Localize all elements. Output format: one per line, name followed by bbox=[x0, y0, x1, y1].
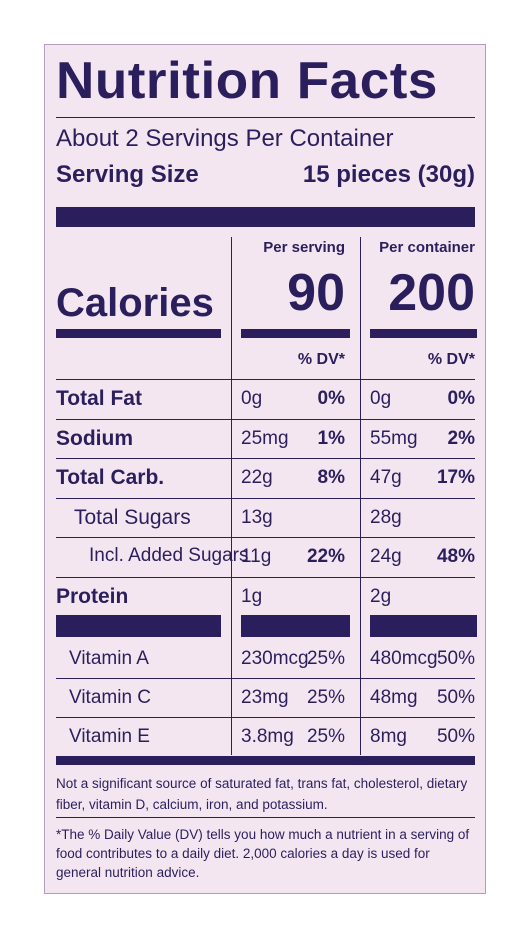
vitamin-label: Vitamin C bbox=[69, 687, 152, 708]
container-amount: 24g bbox=[370, 546, 402, 567]
container-dv: 0% bbox=[447, 388, 475, 409]
footnote-daily-value: *The % Daily Value (DV) tells you how mu… bbox=[56, 827, 470, 880]
container-amount: 28g bbox=[370, 506, 402, 528]
row-divider bbox=[56, 576, 475, 578]
nutrition-facts-title: Nutrition Facts bbox=[56, 52, 438, 110]
thick-bar-label bbox=[56, 615, 221, 637]
row-divider bbox=[56, 537, 475, 538]
per-container-header: Per container bbox=[379, 239, 475, 256]
row-divider bbox=[56, 458, 475, 459]
column-separator-right bbox=[360, 237, 361, 755]
thick-divider-bottom bbox=[56, 756, 475, 765]
container-amount: 2g bbox=[370, 585, 392, 607]
row-divider bbox=[56, 678, 475, 679]
vitamin-label: Vitamin E bbox=[69, 726, 150, 747]
row-divider bbox=[56, 418, 475, 420]
divider-footnote bbox=[56, 817, 475, 818]
servings-per-container: About 2 Servings Per Container bbox=[56, 125, 394, 152]
nutrient-label: Total Fat bbox=[56, 387, 142, 410]
thick-bar-container bbox=[370, 615, 477, 637]
serving-amount: 13g bbox=[241, 506, 273, 528]
row-divider bbox=[56, 497, 475, 499]
container-amount: 8mg bbox=[370, 726, 407, 747]
serving-amount: 3.8mg bbox=[241, 726, 294, 747]
calories-per-serving: 90 bbox=[287, 264, 345, 322]
thick-bar-serving bbox=[241, 615, 350, 637]
calories-bar-serving bbox=[241, 329, 350, 338]
nutrient-label: Incl. Added Sugars bbox=[89, 545, 249, 566]
serving-dv: 1% bbox=[317, 427, 345, 449]
dv-header-container: % DV* bbox=[427, 351, 475, 368]
container-dv: 17% bbox=[436, 467, 475, 488]
nutrient-label: Protein bbox=[56, 584, 129, 608]
serving-dv: 0% bbox=[317, 388, 345, 409]
container-dv: 50% bbox=[436, 726, 475, 747]
serving-amount: 25mg bbox=[241, 427, 289, 449]
serving-amount: 1g bbox=[241, 585, 263, 607]
container-amount: 55mg bbox=[370, 427, 418, 449]
nutrition-facts-panel: Nutrition Facts About 2 Servings Per Con… bbox=[44, 44, 486, 894]
calories-bar-container bbox=[370, 329, 477, 338]
vitamin-label: Vitamin A bbox=[69, 648, 149, 669]
serving-amount: 22g bbox=[241, 467, 273, 488]
dv-header-serving: % DV* bbox=[297, 351, 345, 368]
serving-amount: 23mg bbox=[241, 687, 289, 708]
nutrient-label: Sodium bbox=[56, 426, 133, 450]
per-serving-header: Per serving bbox=[263, 239, 345, 256]
container-amount: 0g bbox=[370, 388, 392, 409]
nutrient-label: Total Sugars bbox=[74, 505, 191, 529]
container-amount: 48mg bbox=[370, 687, 418, 708]
container-amount: 480mcg bbox=[370, 648, 438, 669]
row-divider bbox=[56, 717, 475, 718]
serving-size-label: Serving Size bbox=[56, 161, 199, 188]
container-dv: 48% bbox=[436, 546, 475, 567]
serving-dv: 25% bbox=[306, 687, 345, 708]
calories-bar-label bbox=[56, 329, 221, 338]
calories-per-container: 200 bbox=[388, 264, 475, 322]
divider-title bbox=[56, 117, 475, 118]
thick-divider-top bbox=[56, 207, 475, 227]
container-dv: 2% bbox=[447, 427, 475, 449]
container-dv: 50% bbox=[436, 648, 475, 669]
serving-dv: 25% bbox=[306, 648, 345, 669]
nutrient-label: Total Carb. bbox=[56, 466, 165, 489]
column-separator-left bbox=[231, 237, 232, 755]
serving-dv: 8% bbox=[317, 467, 345, 488]
row-divider bbox=[56, 379, 475, 380]
container-amount: 47g bbox=[370, 467, 402, 488]
serving-size-value: 15 pieces (30g) bbox=[302, 161, 475, 188]
serving-amount: 0g bbox=[241, 388, 263, 409]
serving-dv: 25% bbox=[306, 726, 345, 747]
container-dv: 50% bbox=[436, 687, 475, 708]
serving-amount: 230mcg bbox=[241, 648, 309, 669]
serving-dv: 22% bbox=[306, 546, 345, 567]
serving-amount: 11g bbox=[241, 546, 272, 567]
footnote-not-significant: Not a significant source of saturated fa… bbox=[56, 776, 468, 812]
calories-label: Calories bbox=[56, 281, 214, 325]
